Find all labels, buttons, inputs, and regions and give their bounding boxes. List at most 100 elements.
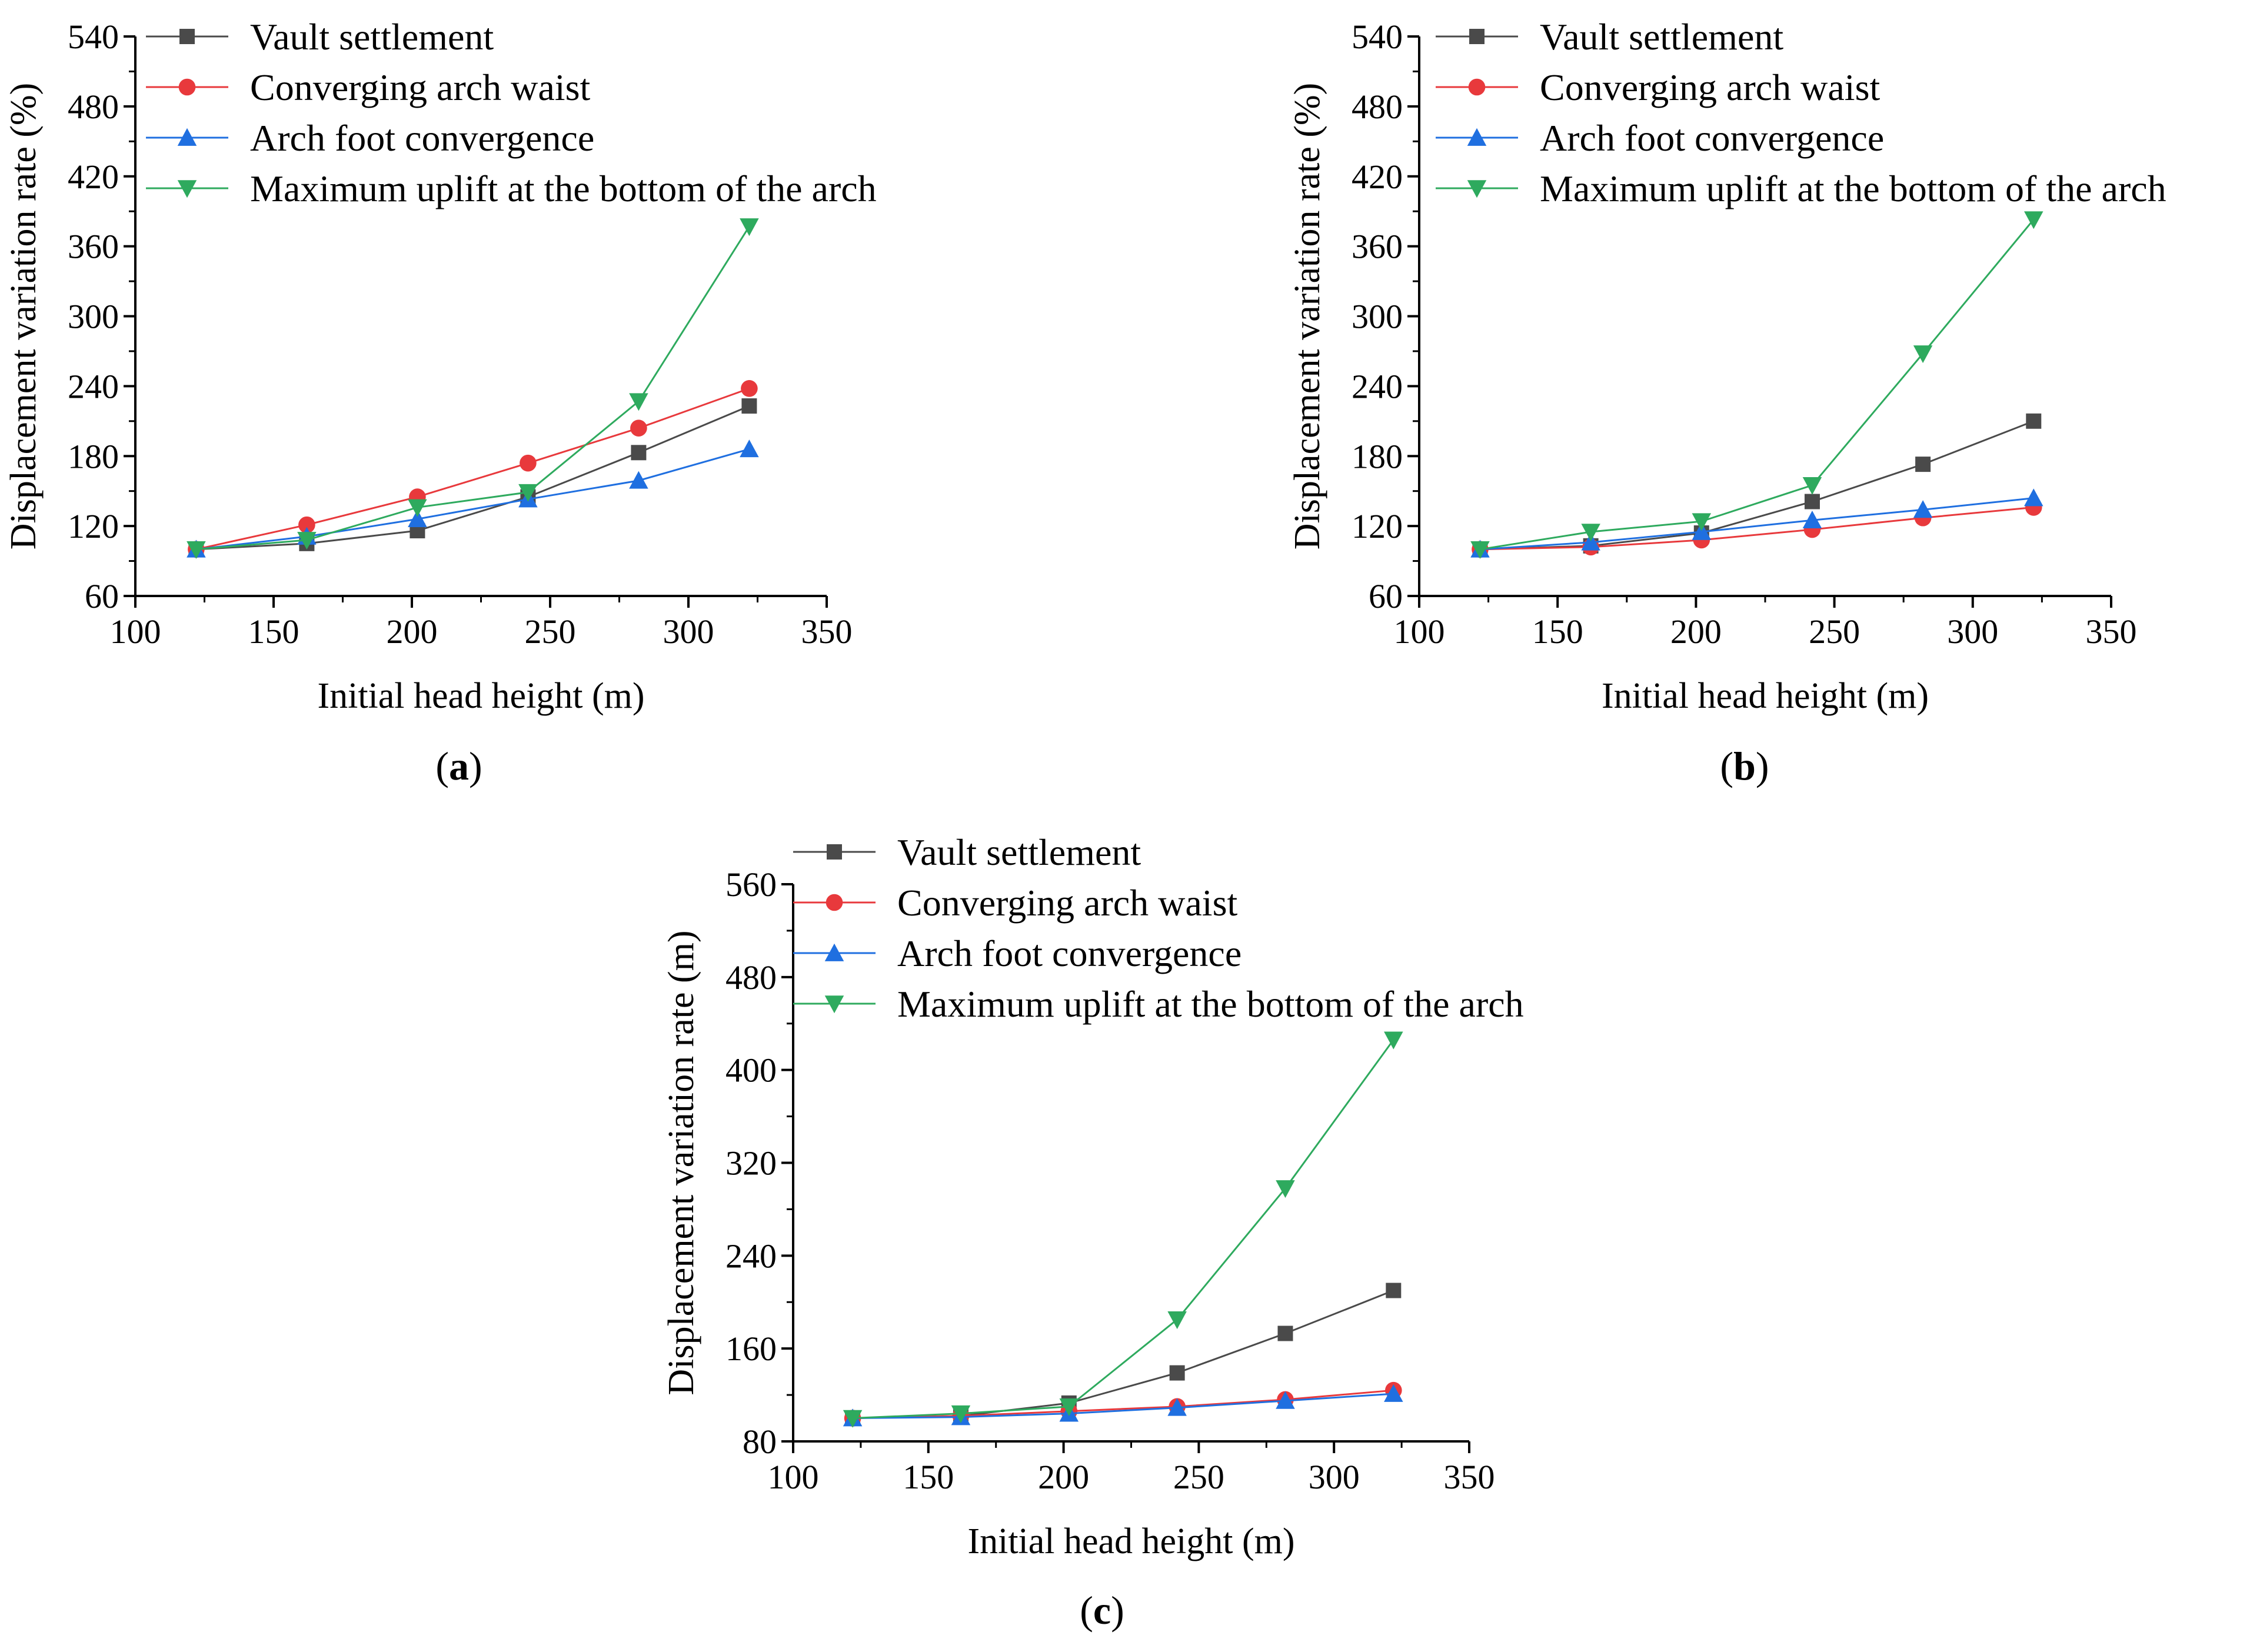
series-line bbox=[853, 1393, 1394, 1420]
panel-label-open: ( bbox=[435, 744, 449, 788]
series-0 bbox=[845, 1283, 1402, 1426]
y-tick-label: 300 bbox=[68, 298, 119, 336]
x-axis-title: Initial head height (m) bbox=[1602, 676, 1929, 716]
data-point bbox=[843, 1410, 863, 1428]
legend-marker bbox=[1468, 78, 1486, 96]
y-tick-label: 80 bbox=[743, 1423, 777, 1461]
y-axis-title: Displacement variation rate (%) bbox=[1287, 83, 1327, 550]
series-3 bbox=[1470, 211, 2043, 559]
x-tick-label: 100 bbox=[768, 1458, 819, 1496]
data-point bbox=[1802, 510, 1822, 529]
y-axis-title: Displacement variation rate (m) bbox=[661, 930, 701, 1395]
y-tick-label: 240 bbox=[1352, 367, 1403, 405]
legend-label: Maximum uplift at the bottom of the arch bbox=[1540, 168, 2166, 209]
y-tick-label: 360 bbox=[1352, 228, 1403, 266]
series-3 bbox=[843, 1031, 1403, 1428]
data-point bbox=[1167, 1311, 1187, 1330]
x-tick-label: 100 bbox=[1394, 612, 1445, 651]
series-3 bbox=[187, 218, 759, 559]
y-tick-label: 120 bbox=[68, 507, 119, 545]
panel-label-close: ) bbox=[469, 744, 482, 788]
series-line bbox=[1480, 420, 2034, 551]
y-tick-label: 240 bbox=[725, 1237, 777, 1275]
legend: Vault settlement Converging arch waist Arc… bbox=[1436, 16, 2166, 209]
data-point bbox=[1802, 477, 1822, 495]
data-point bbox=[1277, 1325, 1293, 1341]
x-tick-label: 200 bbox=[387, 612, 438, 651]
series-0 bbox=[188, 398, 757, 557]
data-point bbox=[1692, 513, 1712, 531]
legend-marker bbox=[826, 894, 843, 911]
legend-marker bbox=[1469, 29, 1485, 44]
panel-label: (b) bbox=[1720, 744, 1769, 788]
y-tick-label: 540 bbox=[68, 18, 119, 56]
legend-marker bbox=[824, 995, 844, 1014]
y-tick-label: 240 bbox=[68, 367, 119, 405]
legend: Vault settlement Converging arch waist Arc… bbox=[793, 831, 1524, 1025]
series-2 bbox=[843, 1384, 1403, 1427]
y-tick-label: 160 bbox=[725, 1330, 777, 1368]
panel-label-open: ( bbox=[1080, 1588, 1093, 1633]
y-tick-label: 400 bbox=[725, 1051, 777, 1090]
data-point bbox=[629, 393, 648, 411]
y-tick-label: 480 bbox=[725, 958, 777, 997]
x-tick-label: 250 bbox=[1809, 612, 1860, 651]
x-tick-label: 350 bbox=[1444, 1458, 1495, 1496]
data-point bbox=[1276, 1180, 1295, 1198]
x-tick-label: 250 bbox=[1173, 1458, 1224, 1496]
y-tick-label: 180 bbox=[68, 437, 119, 475]
panel-label-letter: c bbox=[1093, 1588, 1111, 1633]
x-tick-label: 150 bbox=[1532, 612, 1583, 651]
legend-marker bbox=[827, 844, 842, 860]
data-point bbox=[1470, 541, 1490, 559]
y-tick-label: 60 bbox=[1369, 577, 1403, 615]
y-tick-label: 60 bbox=[85, 577, 119, 615]
y-tick-label: 480 bbox=[1352, 88, 1403, 126]
series-2 bbox=[187, 439, 759, 558]
series-line bbox=[196, 405, 750, 551]
legend-label: Maximum uplift at the bottom of the arch bbox=[250, 168, 877, 209]
legend-label: Converging arch waist bbox=[1540, 66, 1880, 108]
data-point bbox=[1915, 457, 1931, 472]
series-line bbox=[853, 1039, 1394, 1420]
data-point bbox=[740, 439, 759, 458]
series-line bbox=[853, 1389, 1394, 1420]
y-tick-label: 420 bbox=[68, 158, 119, 196]
x-tick-label: 100 bbox=[110, 612, 161, 651]
legend-label: Converging arch waist bbox=[897, 882, 1237, 924]
series-line bbox=[1480, 506, 2034, 551]
x-tick-label: 300 bbox=[663, 612, 714, 651]
legend-marker bbox=[178, 78, 196, 96]
x-tick-label: 300 bbox=[1309, 1458, 1360, 1496]
data-point bbox=[629, 471, 648, 489]
data-point bbox=[1384, 1384, 1403, 1402]
data-point bbox=[1913, 500, 1933, 518]
x-axis-title: Initial head height (m) bbox=[317, 676, 644, 716]
y-tick-label: 180 bbox=[1352, 437, 1403, 475]
panel-label-close: ) bbox=[1756, 744, 1769, 788]
legend-marker bbox=[1467, 128, 1487, 146]
y-tick-label: 120 bbox=[1352, 507, 1403, 545]
legend-label: Vault settlement bbox=[897, 831, 1141, 873]
panel-label-letter: b bbox=[1733, 744, 1756, 788]
data-point bbox=[1384, 1031, 1403, 1050]
data-point bbox=[297, 532, 317, 550]
y-tick-label: 560 bbox=[725, 865, 777, 904]
legend-label: Maximum uplift at the bottom of the arch bbox=[897, 983, 1524, 1025]
data-point bbox=[1059, 1398, 1079, 1417]
data-point bbox=[741, 398, 757, 414]
data-point bbox=[1167, 1398, 1187, 1416]
series-1 bbox=[1472, 499, 2042, 558]
y-tick-label: 360 bbox=[68, 228, 119, 266]
data-point bbox=[520, 454, 537, 472]
data-point bbox=[1169, 1365, 1185, 1381]
legend-label: Vault settlement bbox=[250, 16, 494, 58]
legend-label: Converging arch waist bbox=[250, 66, 590, 108]
series-line bbox=[196, 448, 750, 551]
data-point bbox=[518, 484, 538, 502]
data-point bbox=[2026, 413, 2042, 429]
legend: Vault settlement Converging arch waist Arc… bbox=[146, 16, 877, 209]
data-point bbox=[1692, 522, 1712, 540]
data-point bbox=[1386, 1283, 1402, 1298]
